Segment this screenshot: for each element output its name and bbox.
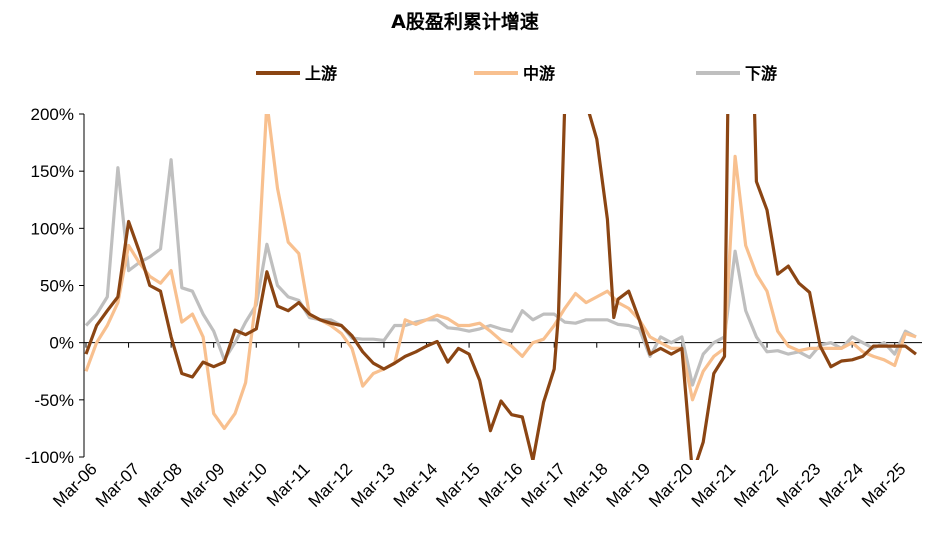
legend-item-upstream: 上游: [256, 64, 337, 83]
x-tick-label: Mar-08: [134, 459, 186, 511]
x-tick-label: Mar-18: [560, 459, 612, 511]
legend-item-downstream: 下游: [696, 64, 777, 83]
chart-title: A股盈利累计增速: [391, 10, 539, 33]
y-tick-label: 150%: [31, 162, 74, 181]
x-tick-label: Mar-25: [858, 459, 910, 511]
x-tick-label: Mar-10: [220, 459, 272, 511]
legend-label-upstream: 上游: [305, 64, 337, 83]
x-tick-label: Mar-20: [645, 459, 697, 511]
x-tick-label: Mar-14: [390, 459, 442, 511]
x-tick-label: Mar-12: [305, 459, 357, 511]
legend-label-midstream: 中游: [523, 64, 555, 83]
x-tick-label: Mar-11: [263, 459, 314, 510]
y-tick-label: -50%: [34, 391, 74, 410]
y-tick-label: 0%: [49, 334, 74, 353]
x-tick-label: Mar-13: [347, 459, 399, 511]
legend-item-midstream: 中游: [474, 64, 555, 83]
series-lines: [84, 114, 917, 460]
x-tick-label: Mar-17: [518, 459, 570, 511]
series-line-upstream: [84, 114, 917, 460]
y-axis-ticks: 200% 150% 100% 50% 0% -50% -100%: [25, 105, 84, 467]
x-axis-ticks: Mar-06Mar-07Mar-08Mar-09Mar-10Mar-11Mar-…: [49, 342, 910, 511]
y-tick-label: 200%: [31, 105, 74, 124]
x-tick-label: Mar-16: [475, 459, 527, 511]
x-tick-label: Mar-09: [177, 459, 229, 511]
x-tick-label: Mar-06: [49, 459, 101, 511]
x-tick-label: Mar-19: [603, 459, 655, 511]
x-tick-label: Mar-21: [688, 459, 740, 511]
y-tick-label: 100%: [31, 219, 74, 238]
x-tick-label: Mar-24: [815, 459, 867, 511]
series-line-midstream: [84, 114, 917, 430]
y-tick-label: 50%: [40, 277, 74, 296]
x-tick-label: Mar-22: [730, 459, 782, 511]
x-tick-label: Mar-07: [92, 459, 144, 511]
y-tick-label: -100%: [25, 448, 74, 467]
x-tick-label: Mar-15: [432, 459, 484, 511]
legend: 上游 中游 下游: [256, 64, 777, 83]
legend-label-downstream: 下游: [745, 64, 777, 83]
x-tick-label: Mar-23: [773, 459, 825, 511]
